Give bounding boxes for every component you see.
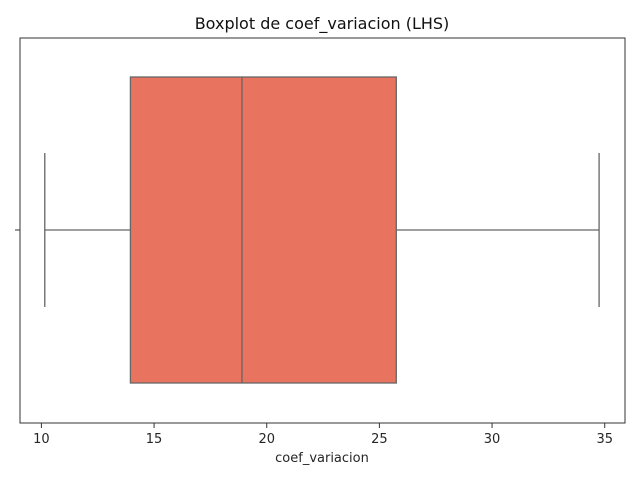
chart-title: Boxplot de coef_variacion (LHS) (195, 14, 450, 34)
x-tick-label: 30 (484, 432, 501, 447)
x-tick-label: 20 (258, 432, 275, 447)
plot-area (44, 76, 600, 384)
box-iqr (129, 76, 397, 384)
x-axis: 10 15 20 25 30 35 (33, 423, 613, 447)
x-tick-label: 35 (596, 432, 613, 447)
x-axis-label: coef_variacion (275, 451, 369, 466)
x-tick-label: 10 (33, 432, 50, 447)
x-tick-label: 15 (146, 432, 163, 447)
x-tick-label: 25 (371, 432, 388, 447)
